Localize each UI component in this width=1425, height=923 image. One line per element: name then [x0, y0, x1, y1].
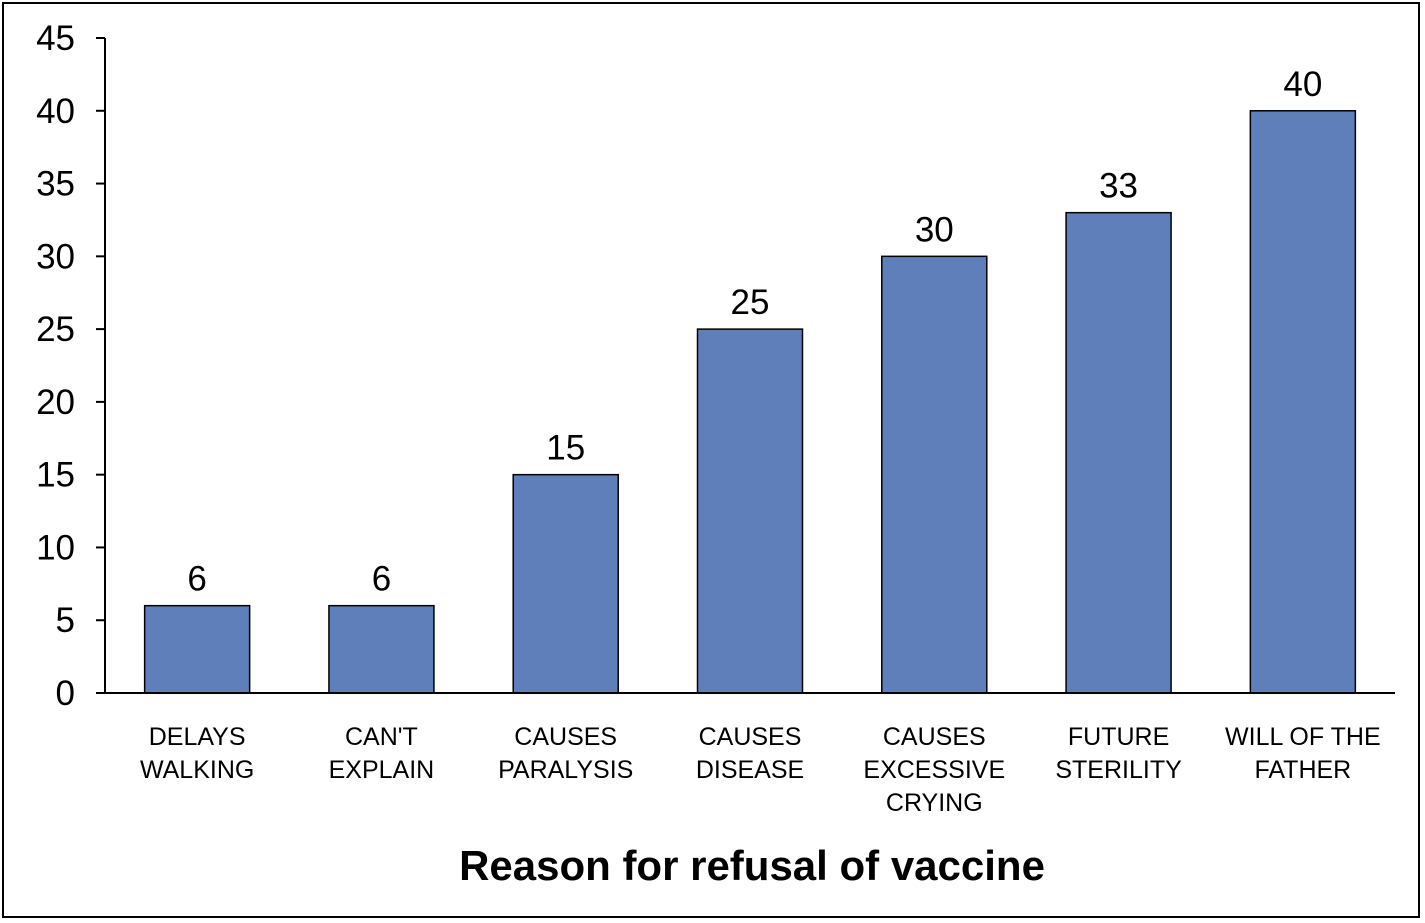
category-label: FUTURE STERILITY [1055, 723, 1182, 784]
category-label-line: FUTURE [1068, 723, 1169, 751]
data-label: 40 [1283, 65, 1322, 104]
category-label-line: WILL OF THE [1225, 723, 1381, 751]
category-label-line: EXPLAIN [329, 756, 435, 784]
data-label: 6 [372, 560, 391, 599]
y-tick-label: 20 [36, 383, 75, 422]
bars [143, 110, 1357, 694]
category-label: CAUSES PARALYSIS [498, 723, 633, 784]
y-tick-label: 0 [56, 674, 75, 713]
category-label-line: CAUSES [514, 723, 617, 751]
y-tick-label: 5 [56, 601, 75, 640]
y-axis: 0 5 10 15 20 25 30 35 40 45 [36, 19, 106, 713]
data-label: 15 [546, 429, 585, 468]
y-tick-label: 40 [36, 92, 75, 131]
category-label-line: STERILITY [1055, 756, 1182, 784]
data-labels: 6 6 15 25 30 33 40 [187, 65, 1322, 599]
category-label-line: PARALYSIS [498, 756, 633, 784]
bar [143, 604, 251, 694]
category-labels: DELAYS WALKING CAN'T EXPLAIN CAUSES PARALYSIS… [140, 723, 1381, 817]
category-label: CAUSES EXCESSIVE CRYING [863, 723, 1005, 817]
category-label-line: WALKING [140, 756, 254, 784]
data-label: 6 [187, 560, 206, 599]
category-label-line: DELAYS [149, 723, 246, 751]
category-label-line: FATHER [1254, 756, 1351, 784]
bar [696, 328, 804, 694]
bar [881, 255, 988, 694]
category-label-line: EXCESSIVE [863, 756, 1005, 784]
category-label: CAUSES DISEASE [696, 723, 804, 784]
bar [1065, 211, 1172, 694]
y-tick-label: 10 [36, 528, 75, 567]
bar [1249, 110, 1357, 694]
bar [512, 473, 619, 694]
data-label: 33 [1099, 167, 1138, 206]
category-label-line: CAUSES [883, 723, 986, 751]
y-tick-label: 35 [36, 165, 75, 204]
category-label-line: CRYING [886, 789, 983, 817]
x-axis-title: Reason for refusal of vaccine [459, 842, 1045, 889]
category-label: CAN'T EXPLAIN [329, 723, 435, 784]
category-label-line: DISEASE [696, 756, 804, 784]
data-label: 30 [915, 210, 954, 249]
category-label: WILL OF THE FATHER [1225, 723, 1381, 784]
category-label-line: CAN'T [345, 723, 418, 751]
category-label-line: CAUSES [699, 723, 802, 751]
y-tick-label: 25 [36, 310, 75, 349]
category-label: DELAYS WALKING [140, 723, 254, 784]
y-tick-label: 15 [36, 456, 75, 495]
y-tick-label: 30 [36, 237, 75, 276]
y-tick-label: 45 [36, 19, 75, 58]
bar [328, 604, 435, 694]
data-label: 25 [731, 283, 770, 322]
